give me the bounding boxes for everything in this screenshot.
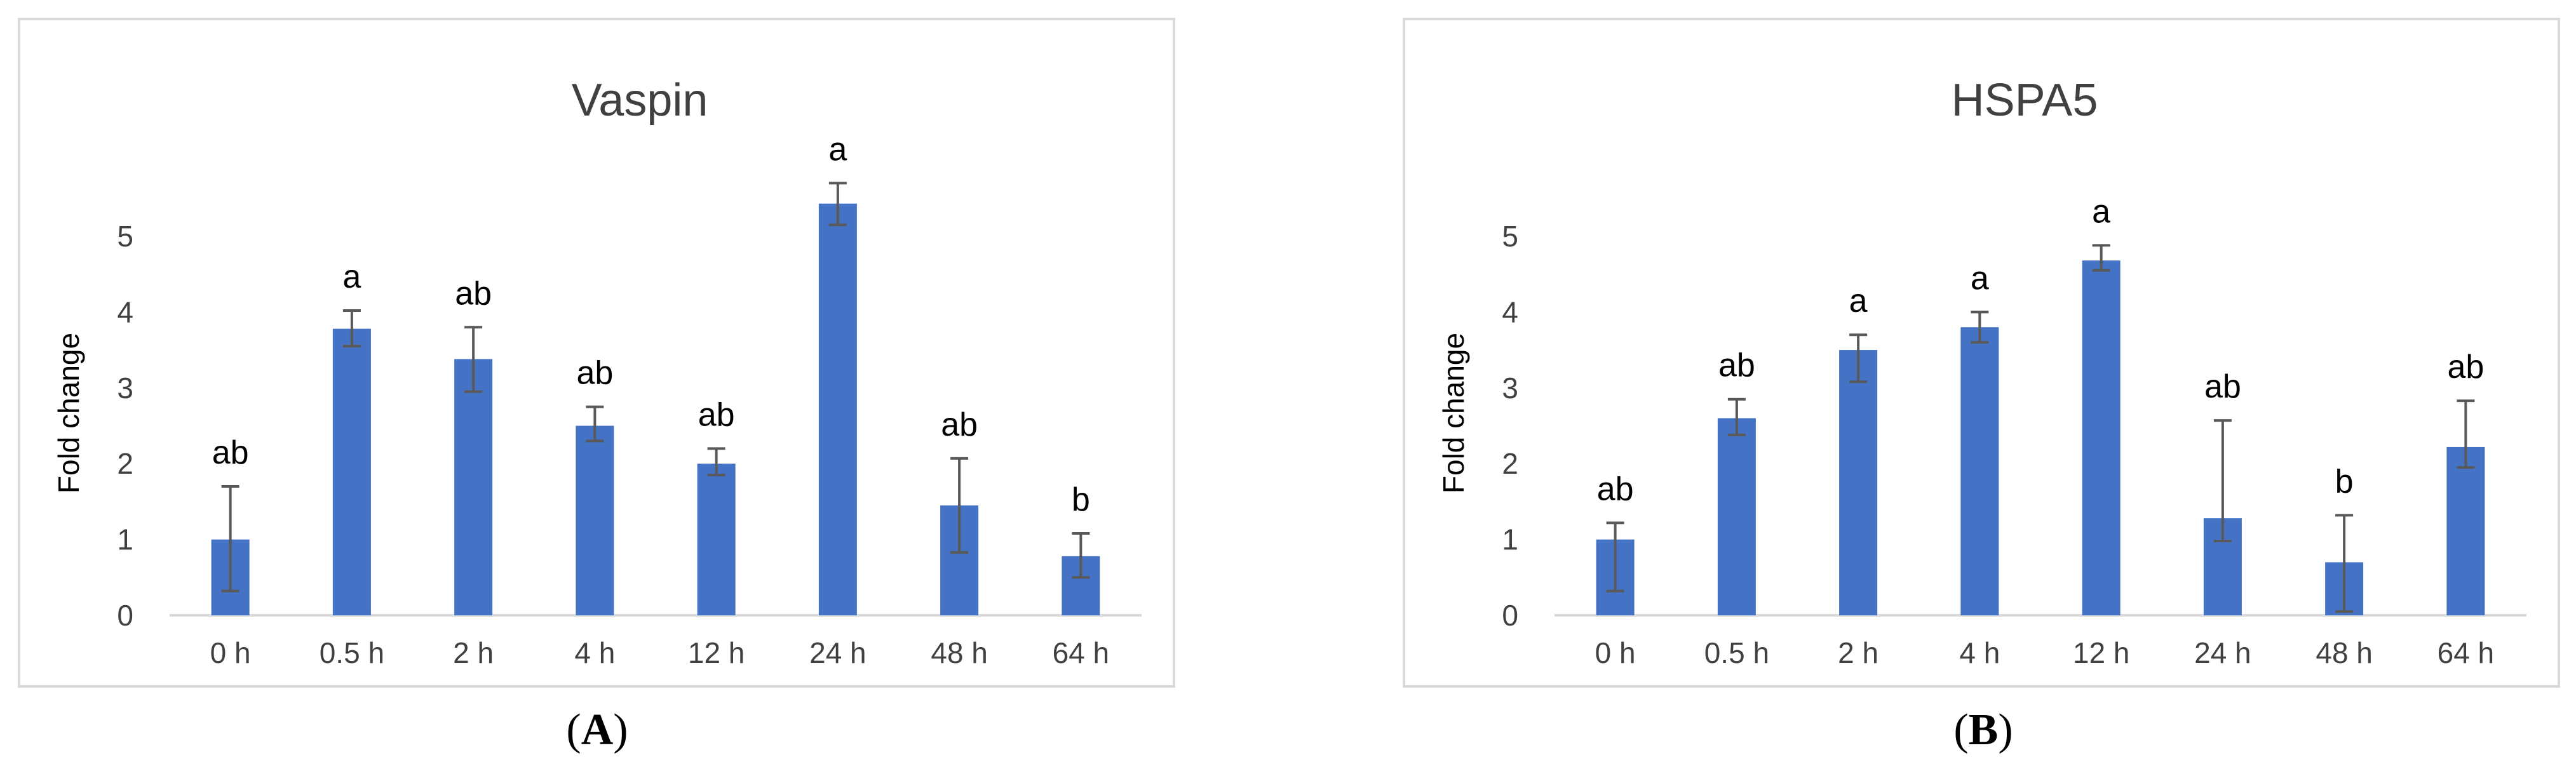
significance-label: ab: [2447, 349, 2484, 385]
y-tick-label: 5: [117, 220, 133, 253]
x-tick-label: 2 h: [453, 636, 494, 669]
caption-b-letter: B: [1968, 706, 1999, 754]
y-axis-label: Fold change: [1437, 333, 1470, 493]
y-tick-label: 2: [1502, 447, 1518, 480]
bar: [818, 203, 857, 616]
x-tick-label: 0 h: [1595, 636, 1636, 669]
bar: [1717, 418, 1756, 615]
significance-label: ab: [455, 275, 492, 312]
caption-a-close: ): [613, 706, 628, 754]
bar: [454, 359, 493, 615]
x-tick-label: 24 h: [2194, 636, 2251, 669]
x-tick-label: 12 h: [2073, 636, 2130, 669]
caption-a-open: (: [566, 706, 581, 754]
y-tick-label: 2: [117, 447, 133, 480]
x-tick-label: 48 h: [2316, 636, 2373, 669]
x-tick-label: 4 h: [574, 636, 615, 669]
bar: [1960, 327, 1999, 615]
significance-label: ab: [576, 355, 613, 392]
y-tick-label: 0: [1502, 599, 1518, 632]
x-tick-label: 12 h: [688, 636, 745, 669]
significance-label: ab: [212, 434, 249, 471]
significance-label: ab: [941, 406, 978, 443]
y-tick-label: 0: [117, 599, 133, 632]
y-tick-label: 4: [1502, 295, 1518, 328]
caption-b-open: (: [1953, 706, 1969, 754]
bar: [697, 464, 736, 615]
x-tick-label: 0.5 h: [320, 636, 384, 669]
y-tick-label: 1: [117, 523, 133, 556]
y-tick-label: 3: [1502, 371, 1518, 405]
caption-b: (B): [1888, 705, 2079, 756]
significance-label: a: [2092, 193, 2110, 230]
significance-label: ab: [2204, 368, 2241, 405]
bar: [576, 425, 614, 615]
chart-title: HSPA5: [1952, 75, 2098, 126]
significance-label: a: [342, 258, 361, 295]
x-tick-label: 4 h: [1959, 636, 2000, 669]
bar: [2082, 260, 2121, 615]
y-axis-label: Fold change: [52, 333, 85, 493]
bar: [1839, 350, 1878, 615]
x-tick-label: 0.5 h: [1704, 636, 1769, 669]
caption-a-letter: A: [581, 706, 614, 754]
y-tick-label: 3: [117, 371, 133, 405]
significance-label: a: [828, 131, 847, 168]
x-tick-label: 0 h: [210, 636, 251, 669]
significance-label: ab: [1718, 347, 1755, 384]
significance-label: b: [1072, 481, 1090, 518]
bar: [2446, 446, 2485, 615]
significance-label: ab: [698, 396, 735, 433]
x-tick-label: 48 h: [931, 636, 988, 669]
caption-b-close: ): [1998, 706, 2013, 754]
significance-label: a: [1971, 260, 1989, 297]
significance-label: a: [1849, 283, 1868, 319]
x-tick-label: 24 h: [809, 636, 867, 669]
y-tick-label: 4: [117, 295, 133, 328]
caption-a: (A): [502, 705, 692, 756]
significance-label: b: [2335, 463, 2354, 500]
chart-title: Vaspin: [572, 75, 708, 126]
significance-label: ab: [1597, 471, 1634, 507]
y-tick-label: 1: [1502, 523, 1518, 556]
x-tick-label: 64 h: [2438, 636, 2495, 669]
x-tick-label: 2 h: [1838, 636, 1878, 669]
bar: [332, 328, 371, 615]
x-tick-label: 64 h: [1053, 636, 1110, 669]
y-tick-label: 5: [1502, 220, 1518, 253]
